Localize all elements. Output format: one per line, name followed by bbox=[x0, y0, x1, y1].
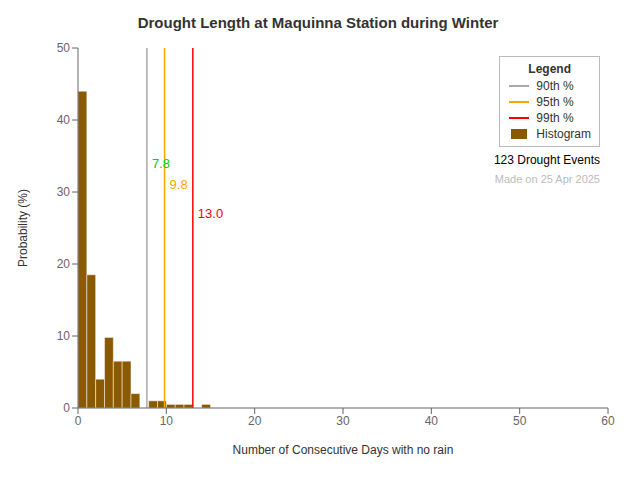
svg-text:0: 0 bbox=[63, 401, 70, 415]
html-text:Legend: Legend bbox=[528, 62, 571, 76]
svg-text:60: 60 bbox=[601, 414, 615, 428]
html-text:90th %: 90th % bbox=[536, 79, 574, 93]
svg-text:20: 20 bbox=[57, 257, 71, 271]
html-text:Drought Length at Maquinna Sta: Drought Length at Maquinna Station durin… bbox=[137, 14, 499, 31]
html-text:Histogram: Histogram bbox=[536, 127, 591, 141]
html-text:123 Drought Events: 123 Drought Events bbox=[493, 153, 600, 167]
svg-text:7.8: 7.8 bbox=[152, 156, 170, 171]
html-text:95th %: 95th % bbox=[536, 95, 574, 109]
svg-text:0: 0 bbox=[75, 414, 82, 428]
svg-text:40: 40 bbox=[425, 414, 439, 428]
svg-text:40: 40 bbox=[57, 113, 71, 127]
svg-text:10: 10 bbox=[160, 414, 174, 428]
svg-text:10: 10 bbox=[57, 329, 71, 343]
svg-text:30: 30 bbox=[336, 414, 350, 428]
svg-text:Probability (%): Probability (%) bbox=[16, 189, 30, 267]
svg-text:Number of Consecutive Days wit: Number of Consecutive Days with no rain bbox=[233, 443, 454, 457]
svg-text:50: 50 bbox=[513, 414, 527, 428]
svg-text:50: 50 bbox=[57, 41, 71, 55]
svg-text:9.8: 9.8 bbox=[170, 177, 188, 192]
svg-text:20: 20 bbox=[248, 414, 262, 428]
html-text:Made on 25 Apr 2025: Made on 25 Apr 2025 bbox=[494, 173, 600, 185]
html-text:99th %: 99th % bbox=[536, 111, 574, 125]
svg-text:30: 30 bbox=[57, 185, 71, 199]
svg-text:13.0: 13.0 bbox=[198, 206, 223, 221]
